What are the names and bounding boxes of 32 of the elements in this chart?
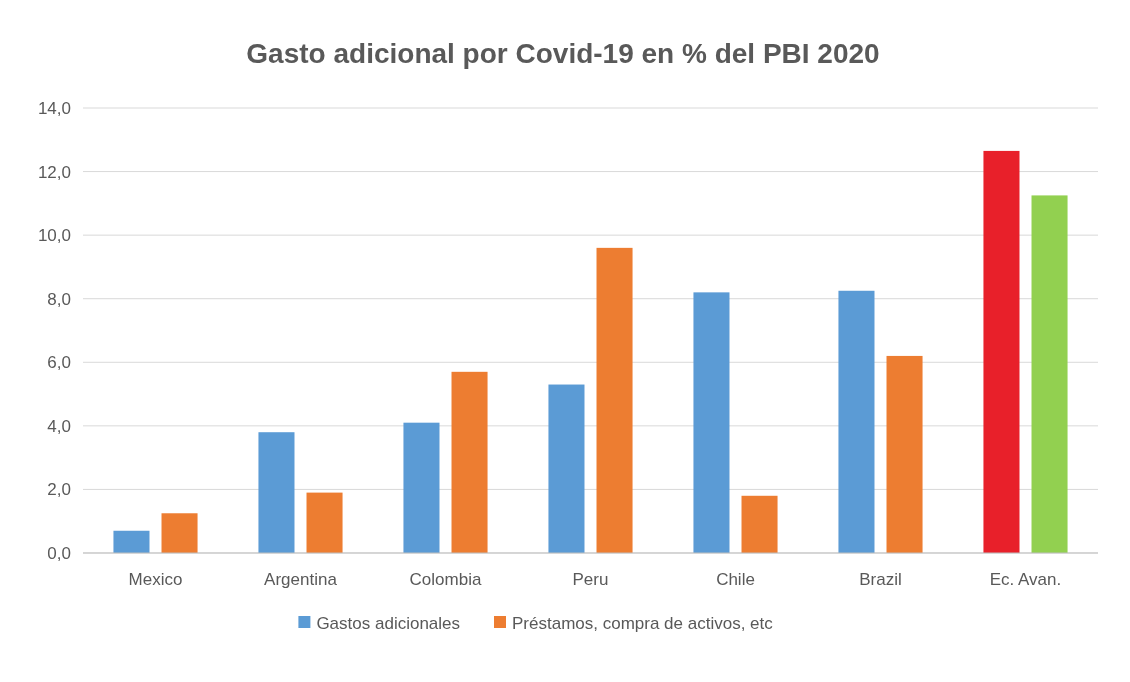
y-tick-label: 10,0 bbox=[37, 226, 71, 246]
bar bbox=[693, 292, 730, 553]
bar bbox=[886, 355, 923, 553]
legend-label: Gastos adicionales bbox=[316, 613, 461, 633]
x-tick-label: Ec. Avan. bbox=[989, 570, 1062, 589]
bar bbox=[306, 492, 343, 553]
bar bbox=[451, 371, 488, 553]
y-tick-label: 6,0 bbox=[47, 353, 71, 373]
bar bbox=[113, 530, 150, 553]
x-tick-label: Brazil bbox=[859, 570, 902, 589]
bar bbox=[258, 432, 295, 553]
bar bbox=[161, 513, 198, 553]
y-tick-label: 8,0 bbox=[47, 289, 71, 309]
bar bbox=[548, 384, 585, 553]
bar bbox=[983, 150, 1020, 553]
y-tick-label: 2,0 bbox=[47, 480, 71, 500]
y-tick-label: 12,0 bbox=[37, 162, 71, 182]
chart-title: Gasto adicional por Covid-19 en % del PBI 2020 bbox=[246, 38, 880, 69]
x-tick-label: Chile bbox=[716, 570, 755, 589]
bar bbox=[1031, 195, 1068, 553]
x-tick-label: Mexico bbox=[128, 570, 183, 589]
bar bbox=[596, 247, 633, 553]
y-tick-label: 4,0 bbox=[47, 416, 71, 436]
y-tick-label: 0,0 bbox=[47, 543, 71, 563]
x-tick-label: Peru bbox=[572, 570, 609, 589]
y-tick-label: 14,0 bbox=[37, 98, 71, 118]
bar bbox=[403, 422, 440, 553]
x-tick-label: Argentina bbox=[264, 570, 338, 589]
bar bbox=[741, 495, 778, 553]
bar bbox=[838, 290, 875, 553]
x-tick-label: Colombia bbox=[409, 570, 482, 589]
legend-label: Préstamos, compra de activos, etc bbox=[512, 613, 774, 633]
